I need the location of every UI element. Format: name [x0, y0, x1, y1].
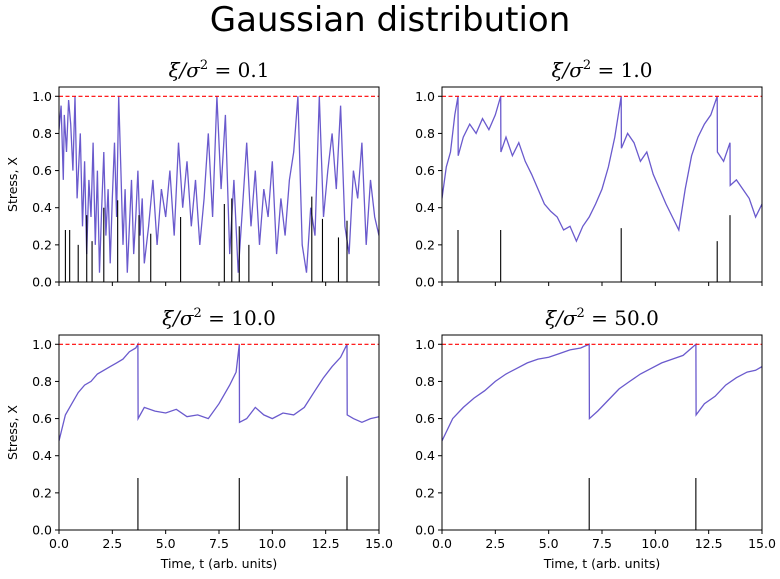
y-tick-label: 0.0 [32, 275, 52, 290]
x-tick-label: 2.5 [485, 536, 505, 551]
y-tick-label: 0.2 [415, 237, 435, 252]
y-tick-label: 0.8 [32, 374, 52, 389]
x-tick-label: 10.0 [258, 536, 286, 551]
subplot-2: 0.0 0.2 0.4 0.6 0.8 1.0 ξ/σ2 = 1.0 [415, 58, 763, 290]
y-tick-label: 1.0 [32, 337, 52, 352]
axes-frame [58, 86, 380, 283]
subplot-4: 0.0 0.2 0.4 0.6 0.8 1.0 0.0 2.5 5.0 7.5 10.0 12.5 15… [415, 306, 776, 571]
subplot-3: 0.0 0.2 0.4 0.6 0.8 1.0 0.0 2.5 5.0 7.5 10.0 12.5 15… [5, 306, 393, 571]
x-tick-label: 5.0 [156, 536, 176, 551]
y-axis-label: Stress, X [5, 157, 20, 212]
x-tick-label: 15.0 [748, 536, 776, 551]
y-tick-label: 0.2 [32, 485, 52, 500]
subplot-1: 0.0 0.2 0.4 0.6 0.8 1.0 ξ/σ2 = 0.1 Stress, X [5, 58, 380, 290]
axes-frame [58, 334, 380, 531]
stress-trace-line [442, 342, 762, 442]
x-tick-label: 7.5 [592, 536, 612, 551]
stress-trace-line [59, 96, 379, 273]
figure-title: Gaussian distribution [209, 0, 571, 40]
x-tick-label: 15.0 [365, 536, 393, 551]
x-axis-label: Time, t (arb. units) [160, 556, 278, 571]
x-tick-label: 12.5 [312, 536, 340, 551]
x-tick-label: 5.0 [539, 536, 559, 551]
y-tick-label: 0.6 [415, 411, 435, 426]
x-tick-label: 2.5 [102, 536, 122, 551]
y-tick-label: 1.0 [415, 337, 435, 352]
y-tick-label: 0.8 [415, 374, 435, 389]
y-tick-label: 0.4 [415, 448, 435, 463]
stress-trace-line [442, 96, 762, 243]
y-tick-label: 0.6 [32, 163, 52, 178]
x-axis-label: Time, t (arb. units) [543, 556, 661, 571]
y-tick-label: 0.4 [32, 200, 52, 215]
y-tick-label: 0.8 [415, 126, 435, 141]
x-tick-label: 10.0 [641, 536, 669, 551]
y-tick-label: 0.4 [415, 200, 435, 215]
x-tick-label: 7.5 [209, 536, 229, 551]
y-tick-label: 1.0 [32, 89, 52, 104]
y-tick-label: 0.0 [415, 275, 435, 290]
axes-frame [441, 334, 763, 531]
y-tick-label: 0.2 [32, 237, 52, 252]
y-tick-label: 1.0 [415, 89, 435, 104]
y-tick-label: 0.6 [32, 411, 52, 426]
x-tick-label: 0.0 [432, 536, 452, 551]
y-tick-label: 0.4 [32, 448, 52, 463]
stress-trace-line [59, 341, 379, 442]
subplot-title: ξ/σ2 = 10.0 [162, 306, 276, 330]
y-tick-label: 0.0 [32, 523, 52, 538]
y-axis-label: Stress, X [5, 405, 20, 460]
y-tick-label: 0.2 [415, 485, 435, 500]
x-tick-label: 12.5 [695, 536, 723, 551]
y-tick-label: 0.6 [415, 163, 435, 178]
axes-frame [441, 86, 763, 283]
subplot-title: ξ/σ2 = 0.1 [169, 58, 270, 82]
y-tick-label: 0.0 [415, 523, 435, 538]
subplot-title: ξ/σ2 = 50.0 [545, 306, 659, 330]
y-tick-label: 0.8 [32, 126, 52, 141]
x-tick-label: 0.0 [49, 536, 69, 551]
subplot-title: ξ/σ2 = 1.0 [552, 58, 653, 82]
